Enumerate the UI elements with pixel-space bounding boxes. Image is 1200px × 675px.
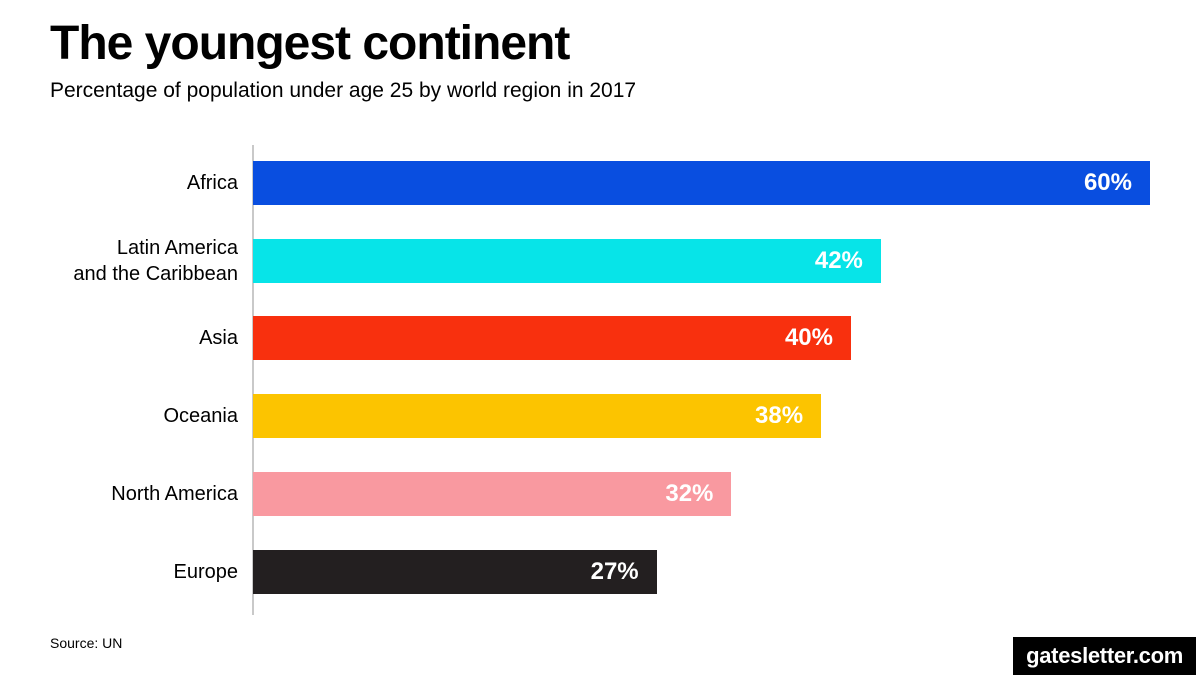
bar-chart: Africa 60% Latin America and the Caribbean… [0, 145, 1200, 615]
chart-row-europe: Europe 27% [0, 549, 1200, 594]
chart-row-latin-america-and-the-caribbean: Latin America and the Caribbean 42% [0, 237, 1200, 285]
bar-africa: 60% [253, 161, 1150, 205]
chart-row-oceania: Oceania 38% [0, 394, 1200, 439]
category-label-europe: Europe [173, 560, 239, 583]
page-title: The youngest continent [50, 17, 570, 70]
chart-row-africa: Africa 60% [0, 161, 1200, 205]
bar-oceania: 38% [253, 394, 822, 439]
category-label-latin-america-and-the-caribbean: Latin America and the Caribbean [73, 236, 238, 285]
chart-row-north-america: North America 32% [0, 471, 1200, 516]
page-subtitle: Percentage of population under age 25 by… [50, 79, 637, 102]
value-label-asia: 40% [784, 324, 833, 352]
chart-row-asia: Asia 40% [0, 316, 1200, 361]
source-note: Source: UN [50, 635, 123, 651]
branding-badge: gatesletter.com [1013, 637, 1196, 675]
bar-asia: 40% [253, 316, 851, 361]
bar-latin-america-and-the-caribbean: 42% [253, 238, 881, 283]
y-axis-line [252, 145, 254, 615]
category-label-asia: Asia [199, 327, 238, 350]
category-label-north-america: North America [111, 482, 238, 505]
category-label-oceania: Oceania [163, 405, 239, 428]
bar-north-america: 32% [253, 471, 732, 516]
value-label-oceania: 38% [755, 402, 804, 430]
value-label-africa: 60% [1083, 169, 1132, 196]
value-label-latin-america-and-the-caribbean: 42% [814, 246, 863, 274]
value-label-north-america: 32% [665, 479, 714, 507]
value-label-europe: 27% [590, 557, 639, 585]
category-label-africa: Africa [186, 172, 238, 194]
bar-europe: 27% [253, 549, 657, 594]
branding-label: gatesletter.com [1026, 643, 1183, 668]
